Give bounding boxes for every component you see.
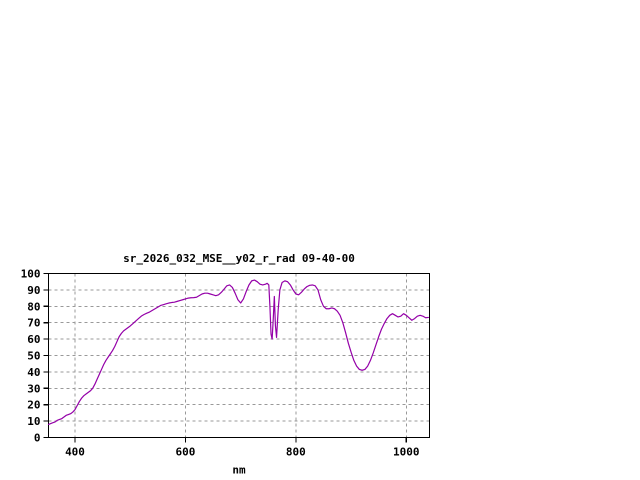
- axis-ticks: [43, 272, 407, 443]
- svg-text:80: 80: [27, 300, 40, 313]
- chart-title: sr_2026_032_MSE__y02_r_rad 09-40-00: [123, 252, 355, 265]
- svg-text:60: 60: [27, 333, 40, 346]
- svg-text:70: 70: [27, 317, 40, 330]
- svg-text:50: 50: [27, 350, 40, 363]
- svg-text:nm: nm: [232, 464, 246, 477]
- svg-text:0: 0: [34, 432, 41, 445]
- data-series-line: [47, 279, 429, 425]
- svg-text:90: 90: [27, 284, 40, 297]
- axis-tick-labels: 0 10 20 30 40 50 60 70 80 90 100 400 600 800 1000 nm: [21, 268, 420, 477]
- svg-text:800: 800: [286, 446, 306, 459]
- svg-text:20: 20: [27, 399, 40, 412]
- svg-text:10: 10: [27, 415, 40, 428]
- svg-text:400: 400: [65, 446, 85, 459]
- svg-text:30: 30: [27, 382, 40, 395]
- svg-text:100: 100: [21, 268, 41, 281]
- svg-text:600: 600: [176, 446, 196, 459]
- svg-text:1000: 1000: [393, 446, 420, 459]
- svg-text:40: 40: [27, 366, 40, 379]
